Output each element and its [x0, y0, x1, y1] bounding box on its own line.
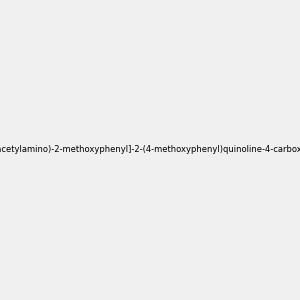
- Text: N-[5-(acetylamino)-2-methoxyphenyl]-2-(4-methoxyphenyl)quinoline-4-carboxamide: N-[5-(acetylamino)-2-methoxyphenyl]-2-(4…: [0, 146, 300, 154]
